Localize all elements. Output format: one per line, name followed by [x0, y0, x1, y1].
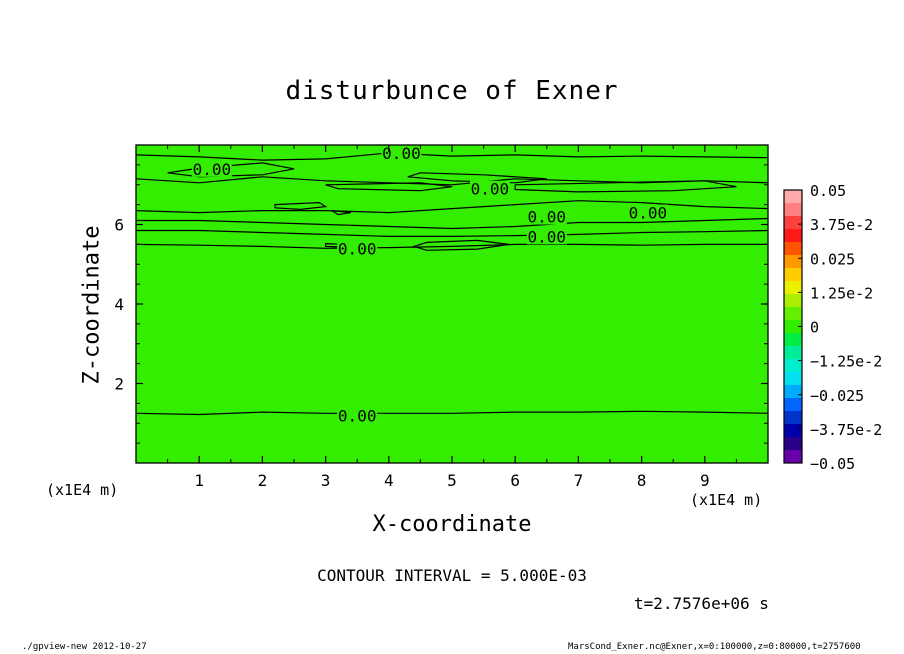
colorbar-band	[784, 281, 802, 295]
x-tick-label: 9	[700, 471, 710, 490]
contour-line	[135, 152, 769, 161]
colorbar-band	[784, 385, 802, 399]
colorbar-label: 0.025	[810, 250, 855, 268]
colorbar-band	[784, 307, 802, 321]
contour-loop	[412, 239, 509, 251]
axes: 1 2 3 4 5 6 7 8 9 2 4 6	[114, 144, 769, 490]
contour-label-bg	[381, 144, 422, 161]
colorbar-label: 0	[810, 319, 819, 337]
x-unit-left: (x1E4 m)	[46, 481, 119, 499]
contour-loop	[514, 180, 737, 193]
colorbar-label: −1.25e-2	[810, 353, 882, 371]
colorbar-band	[784, 450, 802, 464]
contour-label-bg	[469, 180, 510, 197]
contour-label-bg	[337, 240, 378, 257]
contour-label: 0.00	[629, 204, 668, 223]
contour-interval-text: CONTOUR INTERVAL = 5.000E-03	[317, 566, 587, 585]
contour-line	[135, 200, 769, 214]
y-tick-label: 6	[114, 216, 124, 235]
x-tick-label: 5	[447, 471, 457, 490]
colorbar-label: −0.025	[810, 387, 864, 405]
x-tick-label: 1	[194, 471, 204, 490]
colorbar-band	[784, 242, 802, 256]
contour-label: 0.00	[382, 144, 421, 163]
contour-label: 0.00	[471, 180, 510, 199]
contour-line	[135, 410, 769, 416]
colorbar-label: 0.05	[810, 182, 846, 200]
colorbar-label: 1.25e-2	[810, 284, 873, 302]
colorbar-band	[784, 398, 802, 412]
contour-loop	[325, 182, 453, 192]
colorbar-band	[784, 437, 802, 451]
colorbar-band	[784, 294, 802, 308]
y-tick-label: 4	[114, 295, 124, 314]
colorbar-band	[784, 229, 802, 243]
contour-label-bg	[627, 204, 668, 221]
contour-label-bg	[526, 208, 567, 225]
colorbar-band	[784, 255, 802, 269]
footer-left: ./gpview-new 2012-10-27	[22, 642, 147, 652]
contour-label: 0.00	[528, 208, 567, 227]
contour-loop	[331, 210, 351, 216]
contour-lines: 0.000.000.000.000.000.000.000.00	[135, 144, 769, 425]
x-tick-label: 7	[574, 471, 584, 490]
colorbar-band	[784, 333, 802, 347]
colorbar-band	[784, 190, 802, 204]
colorbar-band	[784, 359, 802, 373]
colorbar-label: 3.75e-2	[810, 216, 873, 234]
chart-title: disturbunce of Exner	[285, 76, 619, 106]
plot-area	[136, 145, 768, 463]
colorbar-band	[784, 320, 802, 334]
colorbar-label: −0.05	[810, 455, 855, 473]
x-tick-label: 3	[321, 471, 331, 490]
colorbar-band	[784, 216, 802, 230]
x-axis-label: X-coordinate	[372, 512, 532, 537]
contour-label-bg	[526, 228, 567, 245]
y-tick-label: 2	[114, 375, 124, 394]
contour-label: 0.00	[193, 160, 232, 179]
colorbar-band	[784, 203, 802, 217]
contour-line	[135, 243, 768, 249]
x-tick-label: 8	[637, 471, 647, 490]
colorbar-band	[784, 346, 802, 360]
y-axis-label: Z-coordinate	[79, 225, 105, 385]
contour-label: 0.00	[338, 406, 377, 425]
colorbar-label: −3.75e-2	[810, 421, 882, 439]
x-tick-label: 2	[258, 471, 268, 490]
contour-label: 0.00	[528, 227, 567, 246]
contour-loop	[407, 172, 547, 184]
colorbar: 0.05 3.75e-2 0.025 1.25e-2 0 −1.25e-2 −0.025 −3…	[783, 182, 882, 473]
contour-line	[136, 217, 769, 230]
contour-label: 0.00	[338, 239, 377, 258]
colorbar-band	[784, 268, 802, 282]
contour-line	[136, 229, 769, 237]
x-tick-label: 6	[510, 471, 520, 490]
contour-loop	[274, 201, 328, 211]
x-unit-right: (x1E4 m)	[690, 491, 763, 509]
field-fill	[136, 145, 768, 463]
colorbar-band	[784, 424, 802, 438]
footer-right: MarsCond_Exner.nc@Exner,x=0:100000,z=0:8…	[568, 642, 861, 652]
colorbar-band	[784, 372, 802, 386]
time-label: t=2.7576e+06 s	[634, 594, 769, 613]
contour-label-bg	[191, 160, 232, 177]
x-tick-label: 4	[384, 471, 394, 490]
colorbar-band	[784, 411, 802, 425]
contour-label-bg	[337, 407, 378, 424]
